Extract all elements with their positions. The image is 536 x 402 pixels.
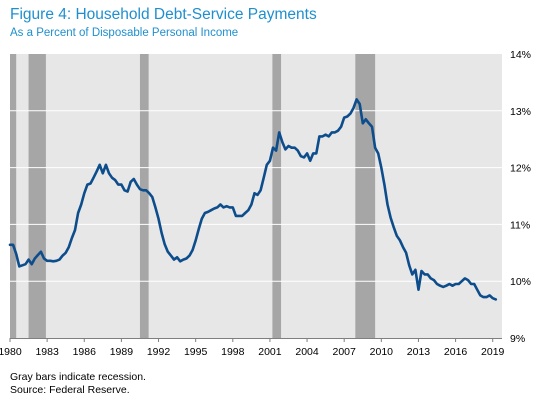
y-tick-label: 11% [510, 219, 530, 231]
recession-bar-1 [10, 54, 17, 338]
x-tick-label: 1986 [73, 346, 97, 358]
recession-bar-4 [272, 54, 282, 338]
x-tick-label: 2019 [481, 346, 505, 358]
x-tick-label: 2010 [370, 346, 394, 358]
series-layer [8, 98, 498, 301]
x-tick-label: 2016 [444, 346, 468, 358]
x-tick-label: 1980 [0, 346, 22, 358]
x-tick-label: 2007 [333, 346, 357, 358]
x-tick-label: 1983 [35, 346, 59, 358]
x-axis-ticks: 1980 1983 1986 1989 1992 1995 1998 2001 2004 2007… [0, 338, 505, 358]
x-tick-label: 2001 [258, 346, 282, 358]
y-axis-ticks: 9% 10% 11% 12% 13% 14% [510, 49, 531, 345]
x-tick-label: 1998 [221, 346, 245, 358]
note-source: Source: Federal Reserve. [10, 384, 130, 396]
x-tick-label: 1989 [110, 346, 134, 358]
x-tick-label: 2013 [407, 346, 431, 358]
y-tick-label: 10% [510, 276, 531, 288]
y-tick-label: 12% [510, 163, 531, 175]
x-tick-label: 1992 [147, 346, 171, 358]
x-tick-label: 1995 [184, 346, 208, 358]
plot-area [10, 54, 502, 338]
y-tick-label: 13% [510, 106, 531, 118]
x-tick-label: 2004 [295, 346, 319, 358]
recession-bar-3 [139, 54, 149, 338]
recession-bar-2 [28, 54, 46, 338]
chart-title: Figure 4: Household Debt-Service Payment… [10, 6, 317, 23]
y-tick-label: 14% [510, 49, 531, 61]
recession-bar-5 [355, 54, 376, 338]
chart-subtitle: As a Percent of Disposable Personal Inco… [10, 27, 239, 39]
y-tick-label: 9% [510, 333, 525, 345]
note-recession: Gray bars indicate recession. [10, 371, 146, 383]
series-line-1 [8, 98, 498, 301]
